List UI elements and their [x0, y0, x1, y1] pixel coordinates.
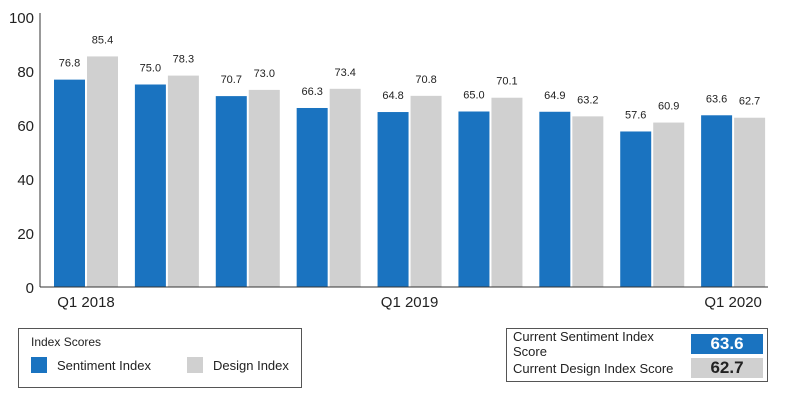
legend-label-sentiment: Sentiment Index — [57, 357, 151, 373]
sentiment-bar — [377, 112, 409, 287]
x-tick-label: Q1 2019 — [381, 294, 439, 311]
data-label: 64.9 — [544, 90, 565, 102]
data-label: 73.4 — [334, 67, 355, 79]
design-score-label: Current Design Index Score — [513, 360, 674, 376]
data-label: 70.1 — [496, 76, 517, 88]
sentiment-score-label: Current Sentiment Index Score — [513, 329, 654, 359]
bar-chart: 0 20 40 60 80 100 76.8 75.0 70.7 66.3 64.8 65.0 64.… — [9, 10, 768, 311]
data-label: 63.2 — [577, 94, 598, 106]
design-score-value: 62.7 — [691, 358, 763, 378]
data-label: 63.6 — [706, 93, 727, 105]
y-tick-label: 40 — [17, 172, 34, 189]
design-score-row: Current Design Index Score 62.7 — [513, 357, 763, 379]
data-label: 76.8 — [59, 58, 80, 70]
design-bar — [248, 89, 280, 288]
data-label: 73.0 — [254, 68, 275, 80]
y-tick-label: 0 — [26, 280, 34, 297]
data-label: 60.9 — [658, 101, 679, 113]
sentiment-bar — [215, 96, 247, 287]
sentiment-bar — [134, 84, 166, 287]
data-label: 57.6 — [625, 109, 646, 121]
sentiment-bar — [458, 111, 490, 287]
x-tick-label: Q1 2018 — [57, 294, 115, 311]
data-labels: 76.8 75.0 70.7 66.3 64.8 65.0 64.9 57.6 63.6 85.4… — [59, 34, 761, 121]
x-axis: Q1 2018 Q1 2019 Q1 2020 — [40, 286, 768, 311]
design-bar — [87, 56, 118, 287]
y-tick-label: 100 — [9, 10, 34, 27]
sentiment-score-row: Current Sentiment Index Score 63.6 — [513, 329, 763, 359]
y-axis: 0 20 40 60 80 100 — [9, 10, 41, 297]
data-label: 70.7 — [221, 74, 242, 86]
sentiment-score-value: 63.6 — [691, 334, 763, 354]
design-bar — [653, 122, 685, 287]
legend-label-design: Design Index — [213, 357, 289, 373]
data-label: 64.8 — [382, 90, 403, 102]
sentiment-bar — [701, 115, 733, 287]
data-label: 75.0 — [140, 63, 161, 75]
design-bar — [410, 95, 442, 287]
legend-item-sentiment: Sentiment Index — [31, 357, 151, 373]
data-label: 62.7 — [739, 96, 760, 108]
data-label: 78.3 — [173, 54, 194, 66]
sentiment-bar — [539, 111, 571, 288]
legend-swatch-sentiment — [31, 357, 47, 373]
design-bar — [734, 117, 766, 288]
y-tick-label: 20 — [17, 226, 34, 243]
data-label: 70.8 — [415, 74, 436, 86]
data-label: 66.3 — [301, 86, 322, 98]
design-bar — [167, 75, 199, 287]
legend-title: Index Scores — [31, 335, 102, 349]
legend-swatch-design — [187, 357, 203, 373]
x-tick-label: Q1 2020 — [704, 294, 762, 311]
legend-item-design: Design Index — [187, 357, 289, 373]
design-bar — [491, 97, 523, 287]
sentiment-bar — [620, 131, 652, 287]
data-label: 85.4 — [92, 34, 113, 46]
y-tick-label: 60 — [17, 118, 34, 135]
sentiment-bar — [54, 79, 85, 287]
data-label: 65.0 — [463, 90, 484, 102]
sentiment-bar — [296, 107, 328, 288]
bars — [54, 56, 766, 288]
design-bar — [572, 116, 604, 287]
design-bar — [329, 88, 361, 287]
current-scores-panel: Current Sentiment Index Score 63.6 Curre… — [506, 328, 768, 382]
legend: Index Scores Sentiment Index Design Inde… — [18, 328, 302, 388]
y-tick-label: 80 — [17, 64, 34, 81]
